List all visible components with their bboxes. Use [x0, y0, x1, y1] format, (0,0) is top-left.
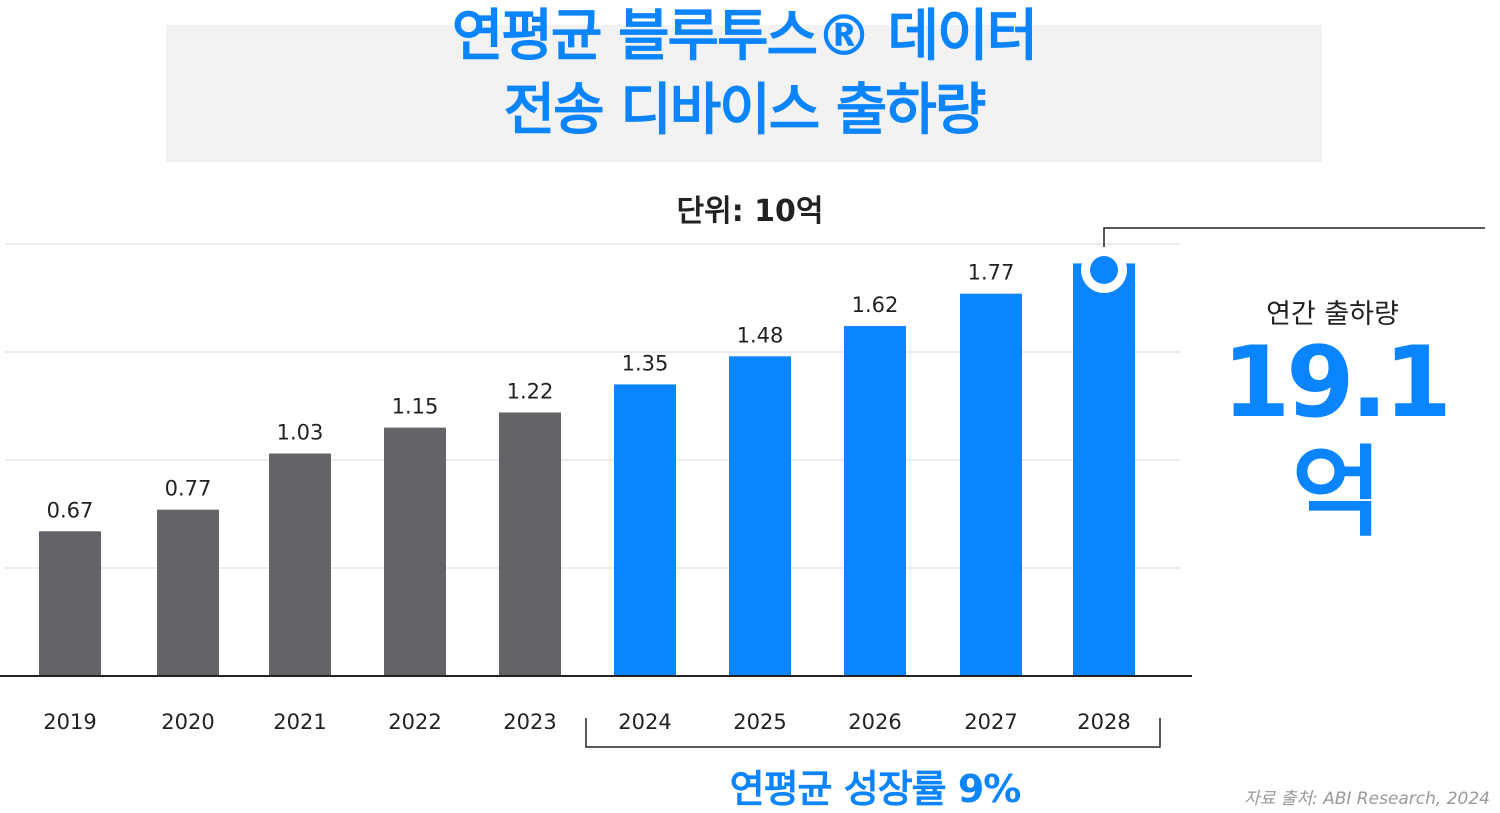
value-label-2023: 1.22: [507, 379, 554, 403]
value-label-2025: 1.48: [737, 323, 784, 347]
value-label-2022: 1.15: [392, 395, 439, 419]
title-line-1: 연평균 블루투스® 데이터: [451, 4, 1038, 69]
unit-label: 단위: 10억: [676, 194, 824, 229]
value-label-2027: 1.77: [968, 261, 1015, 285]
x-tick-2027: 2027: [964, 710, 1017, 734]
annual-shipment-label: 연간 출하량: [1266, 299, 1399, 330]
x-tick-2025: 2025: [733, 710, 786, 734]
bar-2026: [844, 326, 906, 676]
bars: [39, 263, 1135, 676]
value-label-2026: 1.62: [852, 293, 899, 317]
value-label-2020: 0.77: [165, 477, 212, 501]
x-tick-2024: 2024: [618, 710, 671, 734]
bar-2020: [157, 509, 219, 676]
forecast-bracket: [585, 718, 1161, 748]
value-label-2019: 0.67: [47, 498, 94, 522]
annual-callout-line: [1103, 227, 1485, 258]
bar-2028: [1073, 263, 1135, 676]
bar-2023: [499, 412, 561, 676]
callout-marker-dot: [1090, 256, 1118, 284]
cagr-label: 연평균 성장률 9%: [729, 767, 1022, 811]
bar-2027: [960, 293, 1022, 676]
value-labels: 0.67 0.77 1.03 1.15 1.22 1.35 1.48 1.62 1.77: [47, 261, 1015, 523]
x-tick-2019: 2019: [43, 710, 96, 734]
x-tick-2022: 2022: [388, 710, 441, 734]
value-label-2024: 1.35: [622, 351, 669, 375]
x-tick-2021: 2021: [273, 710, 326, 734]
bar-2021: [269, 453, 331, 676]
x-tick-2028: 2028: [1077, 710, 1130, 734]
title-line-2: 전송 디바이스 출하량: [503, 78, 987, 143]
x-tick-labels: 2019 2020 2021 2022 2023 2024 2025 2026 2027 2028: [43, 710, 1130, 734]
title-background: [166, 25, 1322, 162]
x-tick-2023: 2023: [503, 710, 556, 734]
x-tick-2020: 2020: [161, 710, 214, 734]
x-tick-2026: 2026: [848, 710, 901, 734]
bar-2022: [384, 427, 446, 676]
bar-2019: [39, 531, 101, 676]
bar-2025: [729, 356, 791, 676]
annual-shipment-value: 19.1억: [1222, 326, 1452, 550]
value-label-2021: 1.03: [277, 421, 324, 445]
source-note: 자료 출처: ABI Research, 2024: [1244, 789, 1490, 809]
bar-2024: [614, 384, 676, 676]
page-title: 연평균 블루투스® 데이터 전송 디바이스 출하량: [166, 0, 1322, 148]
